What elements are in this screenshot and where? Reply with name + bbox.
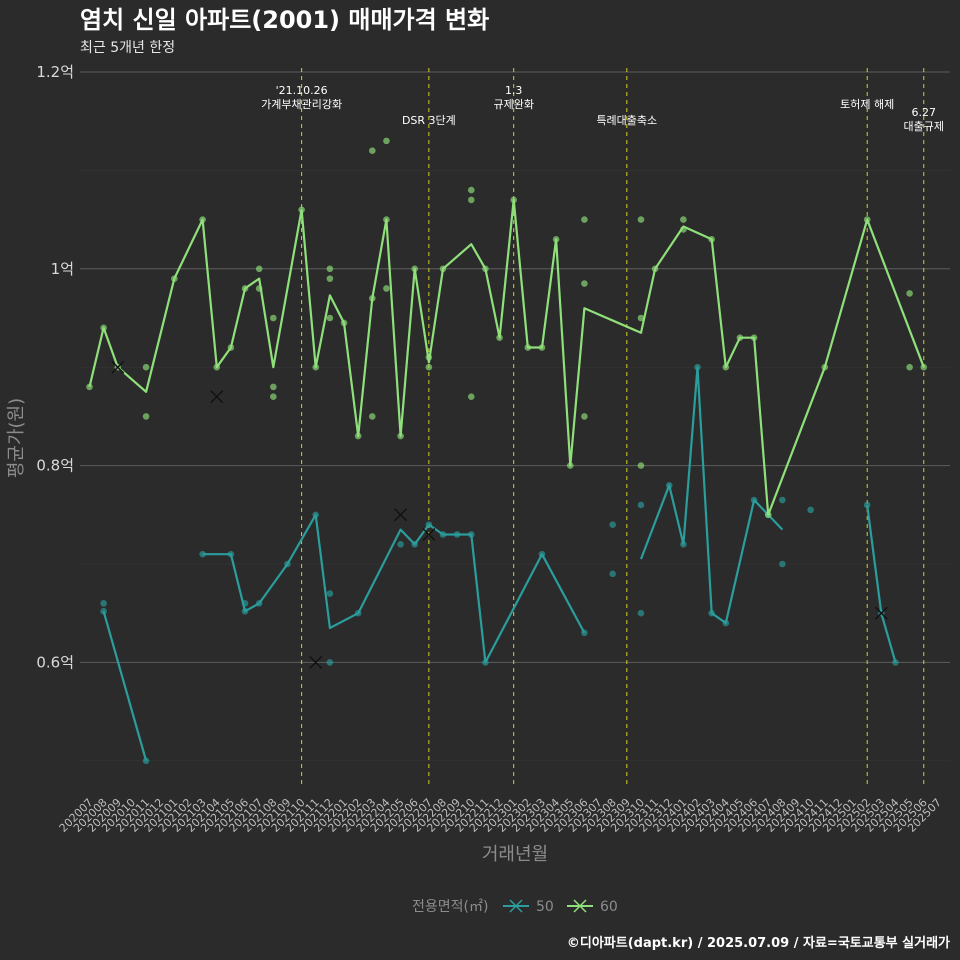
legend-label: 50 [536,899,554,915]
data-point [326,314,334,322]
series-layer [86,137,928,765]
cancelled-marker [422,527,436,541]
data-point [397,541,404,548]
event-label: '21.10.26 [276,84,328,97]
data-point [581,280,588,287]
data-point [369,413,376,420]
cancelled-stroke [422,527,436,541]
data-point [779,496,786,504]
data-point [270,383,277,391]
cancelled-stroke [210,390,224,404]
y-tick-label: 0.8억 [36,457,74,475]
series-line [88,198,925,516]
cancelled-stroke [309,655,323,669]
cancelled-marker [309,655,323,669]
data-point [142,363,150,371]
legend-key-cross [573,899,587,913]
data-point [637,462,645,469]
event-label: DSR 3단계 [402,114,456,127]
data-point [467,393,475,401]
cancelled-stroke [394,508,408,522]
series-line [866,504,897,663]
cancelled-stroke [874,606,888,620]
chart-caption: ©디아파트(dapt.kr) / 2025.07.09 / 자료=국토교통부 실… [567,935,950,951]
data-point [383,285,390,292]
x-axis-ticks: 2020072020082020092020102020112020122021… [57,796,944,835]
data-point [100,600,107,607]
event-label: 규제완화 [493,98,533,111]
data-point [142,413,150,420]
legend: 전용면적(㎡) 50 60 [412,899,618,915]
legend-label: 60 [600,899,618,915]
data-point [807,506,814,514]
chart-title: 염치 신일 아파트(2001) 매매가격 변화 [80,6,489,34]
data-point [369,147,376,155]
event-label: 1.3 [505,84,523,97]
series-60 [86,137,928,519]
y-tick-label: 1억 [51,260,74,278]
y-tick-label: 1.2억 [36,63,74,81]
legend-key-cross [509,899,523,913]
cancelled-marker [111,360,125,374]
data-point [326,275,334,282]
data-point [637,216,645,223]
data-point [906,363,913,371]
data-point [467,196,475,204]
chart-subtitle: 최근 5개년 한정 [80,40,175,56]
data-point [609,570,616,578]
event-label: 토허제 해제 [840,97,894,111]
data-point [637,609,645,617]
event-label: 6.27 [912,106,937,119]
gridlines: 0.6억 0.8억 1억 1.2억 [36,63,950,762]
data-point [326,265,334,273]
data-point [270,393,277,401]
data-point [637,501,645,509]
x-axis-title: 거래년월 [482,844,548,865]
data-point [270,314,277,322]
data-point [863,501,871,509]
data-point [326,659,334,666]
event-label: 대출규제 [904,120,944,133]
series-50 [100,363,899,765]
data-point [383,137,390,145]
data-point [467,186,475,194]
legend-title: 전용면적(㎡) [412,899,488,915]
y-tick-label: 0.6억 [36,653,74,671]
data-point [326,590,334,597]
data-point [609,521,616,528]
data-point [581,216,588,223]
series-line [639,366,784,625]
data-point [425,363,433,371]
y-axis-title: 평균가(원) [6,398,27,478]
event-label: 가계부채관리강화 [261,98,342,111]
cancelled-marker [874,606,888,620]
series-line [102,610,148,762]
cancelled-marker [210,390,224,404]
data-point [779,560,786,568]
data-point [255,265,263,273]
data-point [680,216,687,223]
cancelled-stroke [111,360,125,374]
series-line [202,513,586,664]
event-label: 특례대출축소 [596,114,657,127]
data-point [637,314,645,322]
cancelled-marker [394,508,408,522]
data-point [906,290,913,297]
data-point [581,413,588,420]
